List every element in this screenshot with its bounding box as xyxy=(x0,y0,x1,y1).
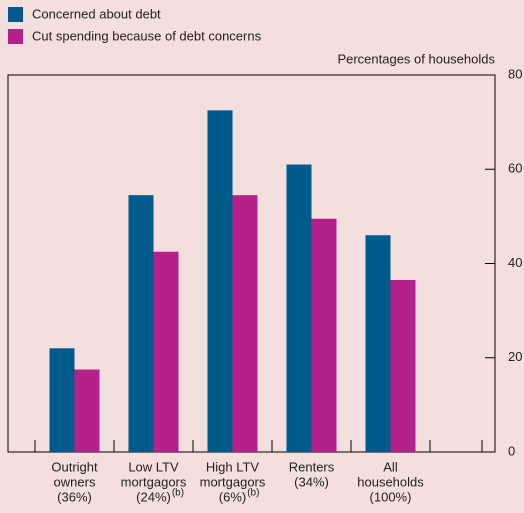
y-tick-label: 60 xyxy=(508,161,522,176)
x-tick-label: Renters xyxy=(289,459,335,474)
bar xyxy=(311,218,337,452)
legend-label: Concerned about debt xyxy=(32,6,161,21)
bar xyxy=(232,195,258,452)
x-tick-label: households xyxy=(357,474,424,489)
x-tick-label: High LTV xyxy=(206,459,260,474)
bar xyxy=(286,164,312,452)
bar xyxy=(390,279,416,452)
bar xyxy=(365,235,391,452)
legend-swatch xyxy=(8,29,23,44)
x-tick-label: (34%) xyxy=(294,474,329,489)
x-tick-label: (36%) xyxy=(57,489,92,504)
legend-label: Cut spending because of debt concerns xyxy=(32,28,262,43)
bar xyxy=(153,251,179,452)
bar xyxy=(49,348,75,452)
bar xyxy=(128,195,154,452)
y-axis-label: Percentages of households xyxy=(337,51,495,66)
x-tick-label: owners xyxy=(54,474,96,489)
y-tick-label: 80 xyxy=(508,66,522,81)
y-tick-label: 20 xyxy=(508,349,522,364)
x-tick-label: mortgagors xyxy=(121,474,187,489)
x-tick-label: Low LTV xyxy=(128,459,179,474)
y-tick-label: 40 xyxy=(508,255,522,270)
x-tick-label: (100%) xyxy=(370,489,412,504)
bar xyxy=(74,369,100,452)
x-tick-label: All xyxy=(383,459,398,474)
x-tick-label: (24%) xyxy=(136,489,171,504)
category-note: (b) xyxy=(247,488,259,499)
bar xyxy=(207,110,233,452)
legend-swatch xyxy=(8,7,23,22)
y-tick-label: 0 xyxy=(508,443,515,458)
x-tick-label: Outright xyxy=(51,459,98,474)
category-note: (b) xyxy=(172,488,184,499)
x-tick-label: (6%) xyxy=(219,489,246,504)
x-tick-label: mortgagors xyxy=(200,474,266,489)
